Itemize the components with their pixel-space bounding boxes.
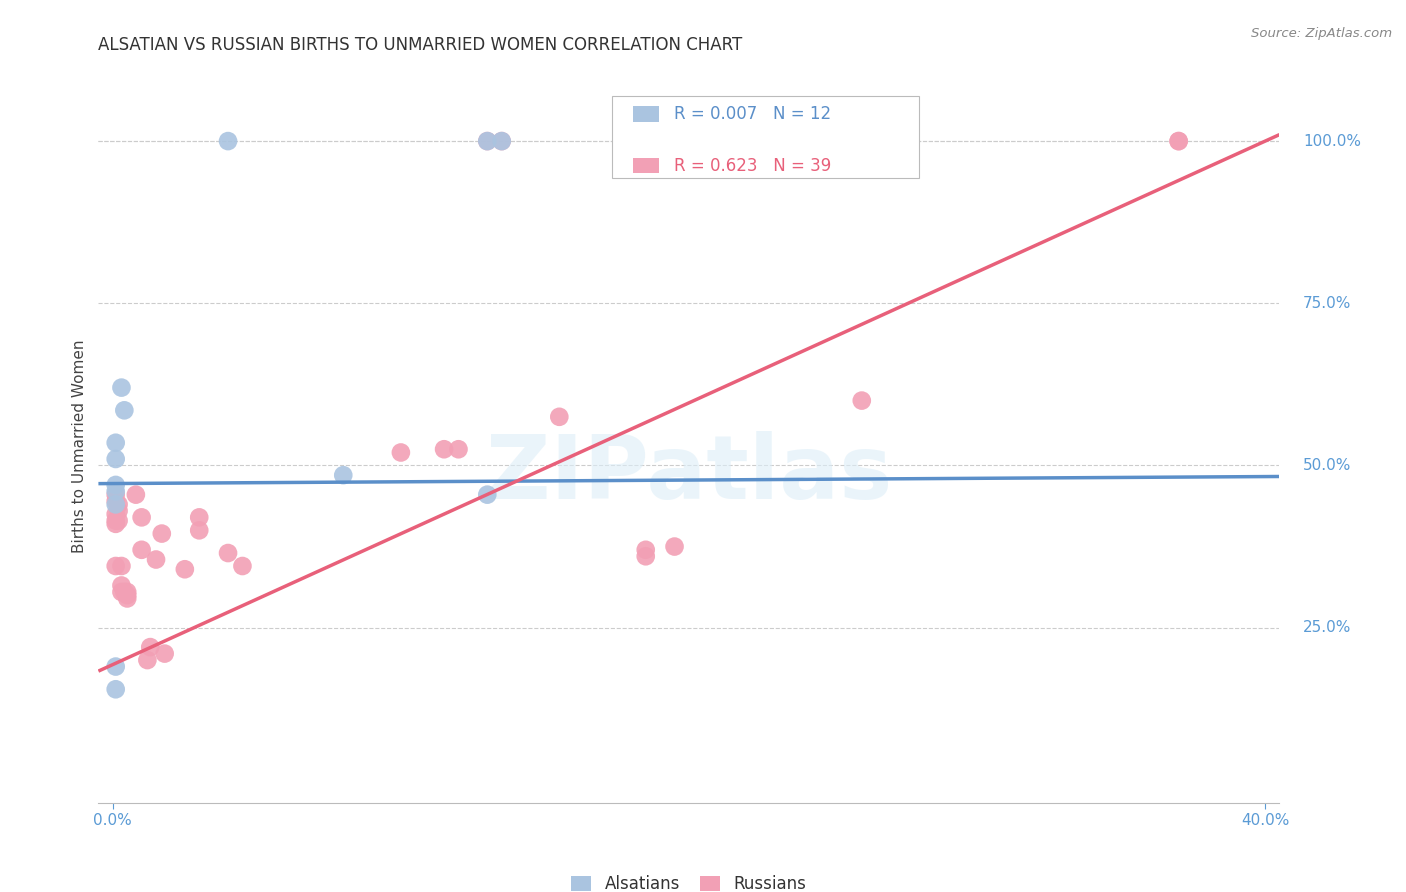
Text: Source: ZipAtlas.com: Source: ZipAtlas.com [1251, 27, 1392, 40]
Point [634, 542, 657, 557]
Text: 25.0%: 25.0% [1303, 620, 1351, 635]
Point [107, 514, 129, 528]
Point [104, 478, 127, 492]
Point [115, 588, 138, 602]
Point [217, 134, 239, 148]
Point [634, 549, 657, 564]
FancyBboxPatch shape [634, 158, 659, 173]
Point [447, 442, 470, 457]
Point [131, 510, 153, 524]
Text: 100.0%: 100.0% [1303, 134, 1361, 149]
Point [131, 542, 153, 557]
Point [548, 409, 571, 424]
Point [110, 578, 132, 592]
Text: R = 0.007   N = 12: R = 0.007 N = 12 [673, 105, 831, 123]
Point [104, 452, 127, 467]
Point [433, 442, 456, 457]
Y-axis label: Births to Unmarried Women: Births to Unmarried Women [72, 339, 87, 553]
Point [104, 682, 127, 697]
Text: R = 0.623   N = 39: R = 0.623 N = 39 [673, 157, 831, 175]
Point [104, 516, 127, 531]
Point [851, 393, 873, 408]
Point [153, 647, 176, 661]
Point [477, 134, 499, 148]
Point [188, 510, 211, 524]
Point [491, 134, 513, 148]
Point [104, 435, 127, 450]
Point [145, 552, 167, 566]
Text: 75.0%: 75.0% [1303, 296, 1351, 310]
Text: ZIPatlas: ZIPatlas [486, 431, 891, 518]
Point [332, 468, 354, 483]
Point [112, 403, 135, 417]
Point [217, 546, 239, 560]
Text: 50.0%: 50.0% [1303, 458, 1351, 473]
Point [125, 488, 148, 502]
Point [150, 526, 173, 541]
Point [115, 585, 138, 599]
Point [477, 134, 499, 148]
Point [104, 484, 127, 499]
Point [173, 562, 195, 576]
Point [104, 488, 127, 502]
Point [104, 514, 127, 528]
Point [115, 591, 138, 606]
Point [477, 488, 499, 502]
Legend: Alsatians, Russians: Alsatians, Russians [565, 868, 813, 892]
FancyBboxPatch shape [612, 96, 920, 178]
Point [104, 497, 127, 511]
Point [104, 559, 127, 574]
Point [112, 585, 135, 599]
Text: ALSATIAN VS RUSSIAN BIRTHS TO UNMARRIED WOMEN CORRELATION CHART: ALSATIAN VS RUSSIAN BIRTHS TO UNMARRIED … [98, 36, 742, 54]
FancyBboxPatch shape [634, 106, 659, 122]
Point [139, 640, 162, 654]
Point [104, 659, 127, 673]
Point [1167, 134, 1189, 148]
Point [107, 497, 129, 511]
Point [110, 559, 132, 574]
Point [188, 524, 211, 538]
Point [110, 585, 132, 599]
Point [1167, 134, 1189, 148]
Point [107, 504, 129, 518]
Point [664, 540, 686, 554]
Point [231, 559, 253, 574]
Point [104, 494, 127, 508]
Point [136, 653, 159, 667]
Point [110, 381, 132, 395]
Point [104, 507, 127, 521]
Point [389, 445, 412, 459]
Point [793, 134, 815, 148]
Point [491, 134, 513, 148]
